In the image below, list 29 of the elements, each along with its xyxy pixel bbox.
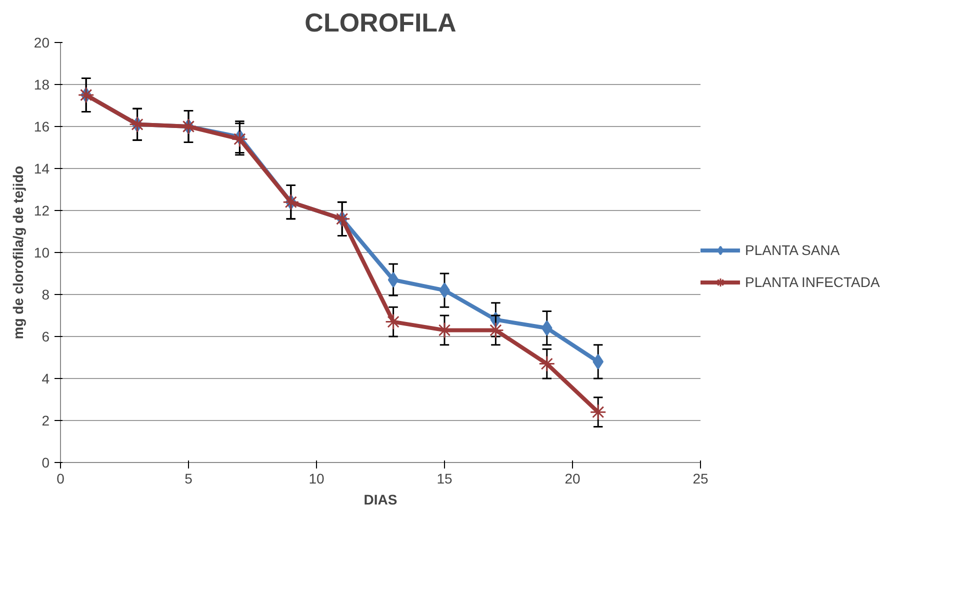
x-tick-label: 5 (184, 470, 193, 486)
point (541, 320, 552, 336)
point (388, 272, 399, 288)
y-tick-label: 12 (34, 202, 50, 218)
y-tick-label: 8 (42, 286, 50, 302)
point (592, 354, 604, 370)
x-tick-label: 25 (692, 470, 708, 486)
x-tick-label: 10 (308, 470, 324, 486)
legend-label: PLANTA SANA (745, 242, 840, 258)
y-tick-label: 14 (34, 160, 50, 176)
chart-title: CLOROFILA (304, 8, 457, 38)
y-tick-label: 18 (34, 76, 50, 92)
point (78, 86, 94, 104)
x-tick-label: 20 (564, 470, 580, 486)
legend-label: PLANTA INFECTADA (745, 274, 880, 290)
y-tick-label: 2 (42, 412, 50, 428)
x-tick-label: 15 (436, 470, 452, 486)
point (231, 130, 248, 148)
point (282, 194, 300, 210)
y-tick-label: 6 (42, 328, 50, 344)
y-tick-label: 16 (34, 118, 50, 134)
y-tick-label: 0 (42, 454, 50, 470)
y-axis-title: mg de clorofila/g de tejido (10, 166, 26, 340)
x-axis-title: DIAS (364, 492, 398, 508)
y-tick-label: 4 (42, 370, 50, 386)
y-tick-label: 20 (34, 34, 50, 50)
x-tick-label: 0 (56, 470, 65, 486)
point (334, 210, 350, 228)
y-tick-label: 10 (34, 244, 50, 260)
